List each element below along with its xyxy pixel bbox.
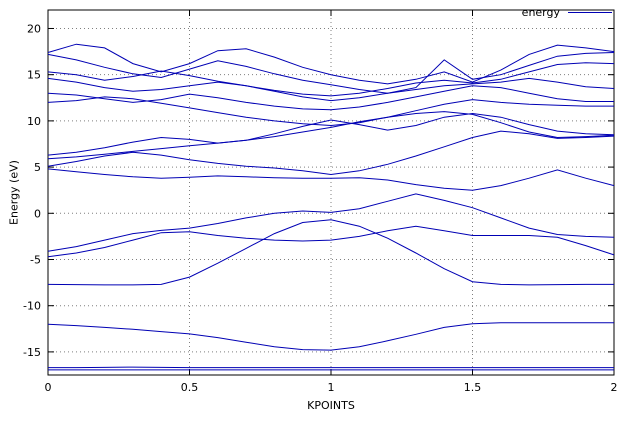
band-12-line [47, 85, 614, 111]
y-tick-label: 15 [27, 69, 41, 82]
band-9-line [47, 111, 615, 160]
y-tick-label: 10 [27, 115, 41, 128]
x-tick-label: 2 [611, 381, 618, 394]
band-5-line [47, 225, 615, 258]
band-10-line [47, 112, 615, 156]
band-16-line [47, 43, 615, 85]
band-7-line [47, 168, 615, 191]
x-tick-label: 0.5 [181, 381, 199, 394]
band-2-line [48, 366, 614, 369]
x-axis-label: KPOINTS [307, 399, 355, 412]
band-8-line [47, 130, 615, 176]
band-3-line [47, 322, 614, 351]
x-tick-label: 1.5 [464, 381, 482, 394]
band-15-line [47, 52, 615, 94]
y-tick-label: -15 [23, 346, 41, 359]
x-tick-label: 0 [45, 381, 52, 394]
band-4-line [47, 219, 614, 286]
legend-entry-energy-label: energy [521, 6, 560, 19]
y-axis-label: Energy (eV) [7, 160, 21, 225]
band-6-line [47, 193, 615, 252]
y-tick-label: -10 [23, 300, 41, 313]
band-11-line [47, 96, 614, 127]
y-tick-label: 20 [27, 22, 41, 35]
plot-border [47, 9, 615, 376]
y-tick-label: -5 [30, 253, 41, 266]
band-13-line [47, 77, 615, 102]
legend-line-sample [568, 12, 612, 13]
x-tick-label: 1 [328, 381, 335, 394]
y-tick-label: 5 [34, 161, 41, 174]
y-tick-label: 0 [34, 207, 41, 220]
legend: energy [522, 6, 612, 19]
